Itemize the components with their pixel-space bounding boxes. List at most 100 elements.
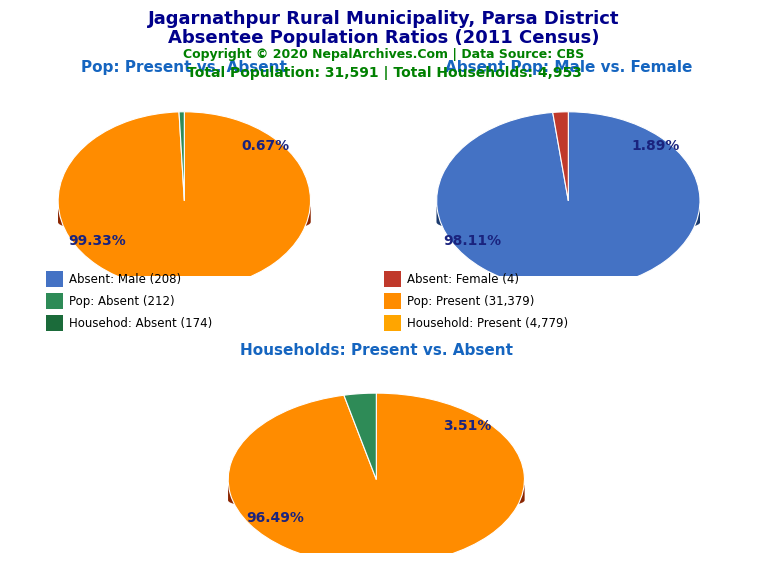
Ellipse shape: [58, 202, 310, 226]
Ellipse shape: [58, 208, 310, 233]
Ellipse shape: [58, 199, 310, 224]
Ellipse shape: [228, 474, 525, 498]
Ellipse shape: [58, 196, 310, 221]
Text: 0.67%: 0.67%: [241, 139, 290, 153]
Ellipse shape: [58, 206, 310, 231]
Ellipse shape: [58, 197, 310, 222]
Ellipse shape: [437, 203, 700, 228]
Text: Total Population: 31,591 | Total Households: 4,953: Total Population: 31,591 | Total Househo…: [187, 66, 581, 80]
Ellipse shape: [228, 483, 525, 507]
Ellipse shape: [58, 202, 310, 227]
Ellipse shape: [228, 480, 525, 505]
Ellipse shape: [437, 210, 700, 235]
Wedge shape: [437, 112, 700, 290]
Ellipse shape: [58, 195, 310, 220]
Ellipse shape: [58, 209, 310, 233]
Ellipse shape: [437, 205, 700, 230]
Ellipse shape: [228, 486, 525, 510]
Title: Households: Present vs. Absent: Households: Present vs. Absent: [240, 343, 513, 358]
Ellipse shape: [58, 200, 310, 225]
Ellipse shape: [58, 201, 310, 226]
Ellipse shape: [58, 210, 310, 235]
Ellipse shape: [228, 487, 525, 511]
Ellipse shape: [228, 479, 525, 503]
Wedge shape: [228, 393, 525, 566]
Text: Househod: Absent (174): Househod: Absent (174): [69, 317, 213, 329]
Ellipse shape: [228, 488, 525, 513]
Ellipse shape: [228, 485, 525, 509]
Ellipse shape: [437, 200, 700, 225]
Ellipse shape: [58, 203, 310, 228]
Title: Pop: Present vs. Absent: Pop: Present vs. Absent: [81, 60, 287, 75]
Ellipse shape: [58, 204, 310, 229]
Wedge shape: [344, 393, 376, 479]
Ellipse shape: [58, 196, 310, 221]
Ellipse shape: [437, 199, 700, 224]
Ellipse shape: [58, 207, 310, 232]
Text: Absent: Female (4): Absent: Female (4): [407, 273, 519, 286]
Ellipse shape: [228, 476, 525, 501]
Ellipse shape: [437, 196, 700, 221]
Ellipse shape: [228, 483, 525, 507]
Ellipse shape: [228, 481, 525, 505]
Ellipse shape: [228, 478, 525, 502]
Text: 3.51%: 3.51%: [443, 419, 492, 433]
Ellipse shape: [58, 195, 310, 219]
Ellipse shape: [437, 208, 700, 233]
Ellipse shape: [228, 484, 525, 508]
Text: Copyright © 2020 NepalArchives.Com | Data Source: CBS: Copyright © 2020 NepalArchives.Com | Dat…: [184, 48, 584, 62]
Ellipse shape: [437, 204, 700, 230]
Ellipse shape: [437, 207, 700, 232]
Ellipse shape: [437, 203, 700, 228]
Ellipse shape: [58, 198, 310, 223]
Text: Pop: Absent (212): Pop: Absent (212): [69, 295, 175, 308]
Text: Absent: Male (208): Absent: Male (208): [69, 273, 181, 286]
Ellipse shape: [437, 195, 700, 220]
Ellipse shape: [58, 203, 310, 228]
Ellipse shape: [228, 473, 525, 498]
Ellipse shape: [228, 486, 525, 510]
Ellipse shape: [228, 487, 525, 511]
Ellipse shape: [437, 197, 700, 222]
Ellipse shape: [228, 476, 525, 500]
Wedge shape: [58, 112, 310, 290]
Ellipse shape: [228, 488, 525, 512]
Ellipse shape: [437, 202, 700, 227]
Text: Pop: Present (31,379): Pop: Present (31,379): [407, 295, 535, 308]
Ellipse shape: [58, 206, 310, 231]
Ellipse shape: [228, 476, 525, 500]
Ellipse shape: [437, 196, 700, 221]
Ellipse shape: [228, 478, 525, 502]
Ellipse shape: [58, 207, 310, 232]
Ellipse shape: [437, 204, 700, 229]
Ellipse shape: [58, 204, 310, 229]
Ellipse shape: [437, 210, 700, 234]
Ellipse shape: [228, 479, 525, 503]
Ellipse shape: [58, 205, 310, 230]
Ellipse shape: [437, 204, 700, 229]
Wedge shape: [553, 112, 568, 201]
Wedge shape: [179, 112, 184, 201]
Text: 1.89%: 1.89%: [631, 139, 680, 153]
Ellipse shape: [228, 480, 525, 504]
Ellipse shape: [58, 197, 310, 222]
Ellipse shape: [437, 200, 700, 225]
Text: Household: Present (4,779): Household: Present (4,779): [407, 317, 568, 329]
Ellipse shape: [228, 475, 525, 499]
Ellipse shape: [437, 209, 700, 233]
Ellipse shape: [437, 198, 700, 223]
Ellipse shape: [437, 202, 700, 226]
Ellipse shape: [228, 475, 525, 499]
Ellipse shape: [437, 197, 700, 222]
Text: 99.33%: 99.33%: [68, 234, 126, 248]
Text: 96.49%: 96.49%: [246, 511, 304, 525]
Ellipse shape: [58, 199, 310, 224]
Ellipse shape: [437, 206, 700, 231]
Ellipse shape: [437, 195, 700, 219]
Text: Jagarnathpur Rural Municipality, Parsa District: Jagarnathpur Rural Municipality, Parsa D…: [148, 10, 620, 28]
Ellipse shape: [58, 204, 310, 230]
Ellipse shape: [58, 210, 310, 234]
Ellipse shape: [437, 206, 700, 231]
Text: Absentee Population Ratios (2011 Census): Absentee Population Ratios (2011 Census): [168, 29, 600, 47]
Text: 98.11%: 98.11%: [443, 234, 502, 248]
